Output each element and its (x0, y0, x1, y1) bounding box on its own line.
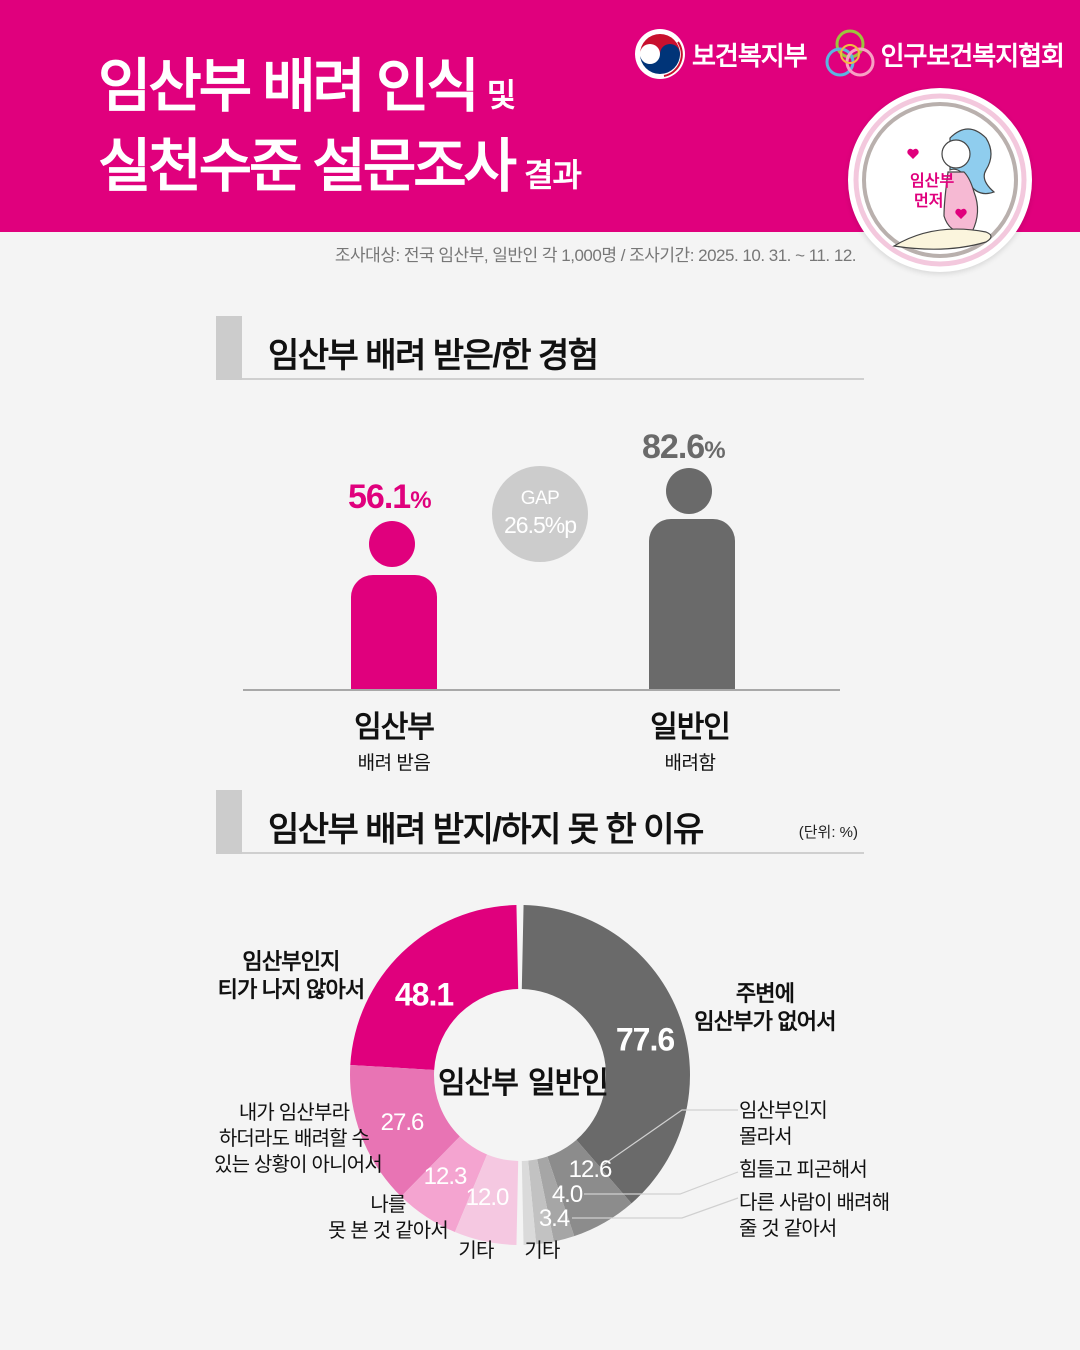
heading-accent-bar (216, 790, 242, 854)
leader-line (584, 1171, 739, 1195)
page-title-line2: 실천수준 설문조사 결과 (98, 138, 582, 196)
label-p3: 기타 (458, 1240, 494, 1262)
donut-segment-public (521, 1160, 537, 1245)
donut-segment-public (537, 1156, 575, 1242)
association-name: 인구보건복지협회 (880, 40, 1065, 71)
donut-segment-pregnant (454, 1154, 519, 1245)
svg-text:임산부: 임산부 (910, 171, 954, 190)
label-p1: 내가 임산부라 하더라도 배려할 수 있는 상황이 아니어서 (214, 1102, 383, 1176)
value-g2: 4.0 (551, 1181, 583, 1208)
unit-label: (단위: %) (798, 824, 858, 841)
label-g1: 임산부인지 몰라서 (739, 1100, 828, 1148)
gap-label: GAP (520, 488, 560, 509)
gap-badge: GAP 26.5%p (492, 466, 588, 562)
percent-sign: % (410, 487, 431, 514)
value-p3: 12.0 (465, 1184, 510, 1211)
pregnant-first-badge: 임산부 먼저 (848, 88, 1032, 272)
person-head-icon (369, 521, 415, 567)
title-suffix: 및 (486, 77, 516, 113)
survey-info: 조사대상: 전국 임산부, 일반인 각 1,000명 / 조사기간: 2025.… (334, 246, 857, 265)
pregnant-bar (351, 575, 437, 690)
donut-segment-pregnant (350, 905, 519, 1070)
label-g3: 다른 사람이 배려해 줄 것 같아서 (739, 1192, 890, 1240)
title-text: 임산부 배려 인식 (98, 54, 480, 119)
donut-segment-public (521, 905, 690, 1204)
page-title-line1: 임산부 배려 인식 및 (98, 58, 516, 116)
donut-segment-public (547, 1139, 632, 1237)
logo-group: 보건복지부 인구보건복지협회 (634, 28, 1065, 80)
section-heading-reasons: 임산부 배려 받지/하지 못 한 이유 (단위: %) (216, 790, 864, 854)
taegeuk-icon (635, 29, 685, 79)
category-sub: 배려함 (664, 753, 716, 774)
leader-line (602, 1109, 738, 1166)
donut-center-public: 일반인 (528, 1067, 609, 1100)
gap-value: 26.5%p (503, 512, 577, 538)
donut-segment-pregnant (350, 1064, 460, 1197)
section-heading-experience: 임산부 배려 받은/한 경험 (216, 316, 864, 380)
person-head-icon (666, 468, 712, 514)
association-rings-icon (825, 29, 875, 77)
value-g3: 3.4 (538, 1205, 570, 1232)
donut-segment-public (528, 1159, 554, 1245)
category-sub: 배려 받음 (357, 753, 431, 774)
value-p1: 27.6 (380, 1109, 425, 1136)
donut-segment-pregnant (401, 1136, 488, 1233)
value-p2: 12.3 (423, 1163, 468, 1190)
donut-center-pregnant: 임산부 (438, 1067, 519, 1100)
pregnant-percent: 56.1% (348, 478, 432, 517)
category-pregnant: 임산부 배려 받음 (294, 702, 494, 775)
svg-text:먼저: 먼저 (914, 191, 943, 210)
title-suffix: 결과 (524, 157, 582, 193)
public-percent: 82.6% (642, 428, 726, 467)
section-title: 임산부 배려 받지/하지 못 한 이유 (268, 811, 704, 849)
value-g1: 12.6 (568, 1156, 613, 1183)
label-p0: 임산부인지 티가 나지 않아서 (217, 949, 366, 1002)
category-public: 일반인 배려함 (590, 702, 790, 775)
pregnant-woman-illustration-icon: 임산부 먼저 (853, 93, 1027, 267)
percent-value: 82.6 (642, 428, 705, 466)
label-g0: 주변에 임산부가 없어서 (694, 981, 836, 1034)
heading-accent-bar (216, 316, 242, 380)
value-p0: 48.1 (394, 976, 454, 1013)
association-logo: 인구보건복지협회 (825, 28, 1065, 80)
category-name: 임산부 (354, 711, 435, 744)
label-p2: 나를 못 본 것 같아서 (328, 1194, 449, 1242)
label-g4: 기타 (524, 1240, 560, 1262)
public-bar (649, 519, 735, 690)
leader-line (572, 1197, 739, 1219)
ministry-name: 보건복지부 (692, 40, 808, 71)
section-title: 임산부 배려 받은/한 경험 (268, 337, 599, 375)
percent-value: 56.1 (348, 478, 411, 516)
percent-sign: % (704, 437, 725, 464)
chart-baseline (243, 689, 840, 691)
title-text: 실천수준 설문조사 (98, 134, 517, 199)
category-name: 일반인 (650, 711, 731, 744)
value-g0: 77.6 (615, 1021, 675, 1058)
ministry-logo: 보건복지부 (634, 28, 808, 80)
label-g2: 힘들고 피곤해서 (739, 1159, 868, 1181)
